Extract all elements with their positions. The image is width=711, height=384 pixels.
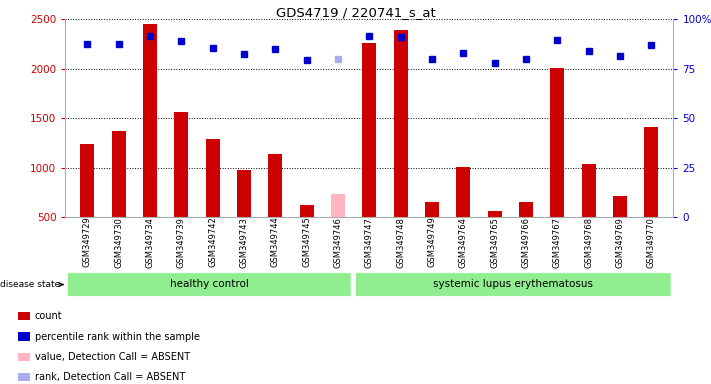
Text: GSM349742: GSM349742 [208,217,217,268]
Bar [237,170,251,217]
Text: GSM349744: GSM349744 [271,217,280,268]
Bar [425,202,439,217]
Bar [112,131,126,217]
Text: GSM349743: GSM349743 [240,217,249,268]
FancyBboxPatch shape [68,273,351,296]
Text: count: count [35,311,63,321]
Bar [143,24,157,217]
Text: GSM349745: GSM349745 [302,217,311,268]
Text: GSM349769: GSM349769 [616,217,624,268]
Bar [18,373,30,381]
Text: systemic lupus erythematosus: systemic lupus erythematosus [433,279,594,289]
Bar [456,167,471,217]
Bar [299,205,314,217]
Text: GSM349746: GSM349746 [333,217,343,268]
Bar [644,127,658,217]
FancyBboxPatch shape [356,273,671,296]
Bar [18,333,30,341]
Bar [550,68,565,217]
Text: GSM349767: GSM349767 [553,217,562,268]
Bar [268,154,282,217]
Text: GSM349764: GSM349764 [459,217,468,268]
Text: GSM349729: GSM349729 [83,217,92,268]
Bar [174,112,188,217]
Bar [331,194,345,217]
Text: GSM349766: GSM349766 [522,217,530,268]
Text: percentile rank within the sample: percentile rank within the sample [35,331,200,341]
Text: GSM349765: GSM349765 [490,217,499,268]
Bar [613,196,627,217]
Text: disease state: disease state [0,280,63,289]
Text: healthy control: healthy control [170,279,249,289]
Text: value, Detection Call = ABSENT: value, Detection Call = ABSENT [35,352,190,362]
Bar [582,164,596,217]
Text: GSM349734: GSM349734 [146,217,154,268]
Bar [363,43,376,217]
Text: GSM349749: GSM349749 [427,217,437,268]
Text: GSM349730: GSM349730 [114,217,123,268]
Text: GSM349739: GSM349739 [177,217,186,268]
Text: rank, Detection Call = ABSENT: rank, Detection Call = ABSENT [35,372,185,382]
Bar [519,202,533,217]
Bar [18,312,30,320]
Bar [488,211,502,217]
Bar [394,30,407,217]
Text: GDS4719 / 220741_s_at: GDS4719 / 220741_s_at [276,6,435,19]
Text: GSM349747: GSM349747 [365,217,374,268]
Bar [205,139,220,217]
Bar [18,353,30,361]
Text: GSM349748: GSM349748 [396,217,405,268]
Bar [80,144,95,217]
Text: GSM349770: GSM349770 [647,217,656,268]
Text: GSM349768: GSM349768 [584,217,593,268]
